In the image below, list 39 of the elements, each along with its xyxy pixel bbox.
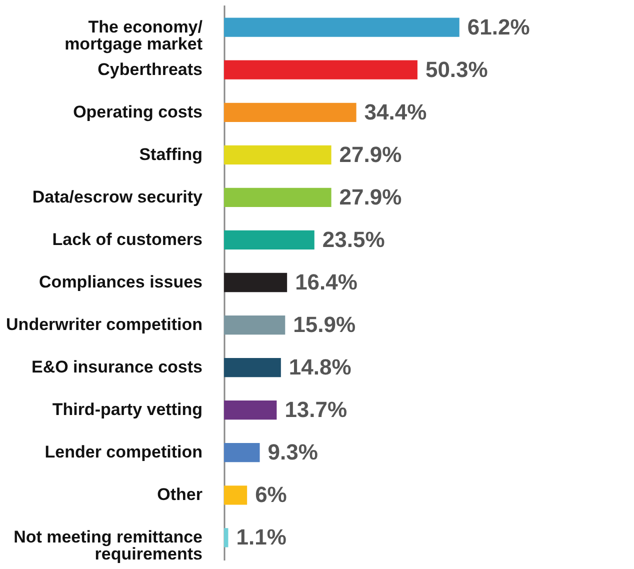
y-tick-label: Operating costs bbox=[73, 102, 202, 122]
data-label: 16.4% bbox=[295, 270, 358, 294]
data-label: 6% bbox=[255, 482, 287, 508]
data-label: 15.9% bbox=[293, 312, 356, 338]
y-tick-label: Lack of customers bbox=[52, 230, 202, 249]
bar bbox=[224, 188, 332, 208]
data-label: 9.3% bbox=[268, 440, 318, 465]
data-label: 27.9% bbox=[339, 184, 402, 210]
data-label: 14.8% bbox=[288, 354, 352, 380]
bar bbox=[224, 400, 277, 420]
y-tick-label: Compliances issues bbox=[39, 272, 202, 292]
y-tick-label: Cyberthreats bbox=[98, 60, 202, 79]
y-tick-label: Third-party vetting bbox=[52, 400, 202, 420]
y-tick-label: Underwriter competition bbox=[6, 315, 202, 334]
bar bbox=[224, 315, 286, 335]
bar bbox=[224, 102, 356, 122]
data-label: 13.7% bbox=[284, 397, 348, 422]
y-tick-label: Other bbox=[157, 485, 203, 504]
data-label: 50.3% bbox=[425, 56, 488, 82]
data-label: 23.5% bbox=[322, 226, 385, 252]
bar bbox=[224, 528, 228, 548]
bar bbox=[224, 18, 460, 37]
bar bbox=[224, 272, 288, 292]
y-tick-label: Data/escrow security bbox=[32, 187, 204, 206]
data-label: 27.9% bbox=[339, 142, 402, 167]
y-tick-label: Lender competition bbox=[44, 442, 202, 462]
bar bbox=[224, 60, 418, 80]
data-label: 61.2% bbox=[467, 14, 530, 40]
data-label: 34.4% bbox=[364, 99, 427, 124]
bar bbox=[224, 230, 314, 250]
y-tick-label: E&O insurance costs bbox=[31, 358, 202, 377]
bar bbox=[224, 358, 281, 378]
bar bbox=[224, 443, 260, 462]
data-label: 1.1% bbox=[236, 524, 286, 550]
y-tick-label: The economy/ mortgage market bbox=[64, 17, 203, 54]
y-tick-label: Not meeting remittance requirements bbox=[14, 528, 202, 564]
y-tick-label: Staffing bbox=[139, 144, 202, 164]
bar bbox=[224, 145, 332, 164]
bar bbox=[224, 486, 248, 505]
